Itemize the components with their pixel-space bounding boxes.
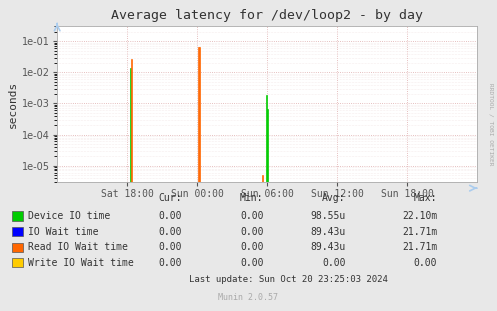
Text: 0.00: 0.00	[158, 258, 181, 268]
Text: 21.71m: 21.71m	[402, 242, 437, 252]
Text: Min:: Min:	[240, 193, 263, 202]
Text: 0.00: 0.00	[414, 258, 437, 268]
Title: Average latency for /dev/loop2 - by day: Average latency for /dev/loop2 - by day	[111, 10, 423, 22]
Text: Cur:: Cur:	[158, 193, 181, 202]
Text: RRDTOOL / TOBI OETIKER: RRDTOOL / TOBI OETIKER	[489, 83, 494, 166]
Text: 0.00: 0.00	[158, 242, 181, 252]
Text: 0.00: 0.00	[322, 258, 345, 268]
Text: Read IO Wait time: Read IO Wait time	[28, 242, 128, 252]
Text: 89.43u: 89.43u	[310, 227, 345, 237]
Text: Avg:: Avg:	[322, 193, 345, 202]
Text: 0.00: 0.00	[158, 211, 181, 221]
Text: 21.71m: 21.71m	[402, 227, 437, 237]
Text: IO Wait time: IO Wait time	[28, 227, 99, 237]
Text: 0.00: 0.00	[240, 242, 263, 252]
Text: 0.00: 0.00	[158, 227, 181, 237]
Text: 0.00: 0.00	[240, 211, 263, 221]
Text: Write IO Wait time: Write IO Wait time	[28, 258, 134, 268]
Y-axis label: seconds: seconds	[8, 81, 18, 128]
Text: 89.43u: 89.43u	[310, 242, 345, 252]
Text: 22.10m: 22.10m	[402, 211, 437, 221]
Text: Max:: Max:	[414, 193, 437, 202]
Text: Munin 2.0.57: Munin 2.0.57	[219, 293, 278, 302]
Text: 0.00: 0.00	[240, 227, 263, 237]
Text: Last update: Sun Oct 20 23:25:03 2024: Last update: Sun Oct 20 23:25:03 2024	[189, 275, 388, 284]
Text: 98.55u: 98.55u	[310, 211, 345, 221]
Text: Device IO time: Device IO time	[28, 211, 110, 221]
Text: 0.00: 0.00	[240, 258, 263, 268]
